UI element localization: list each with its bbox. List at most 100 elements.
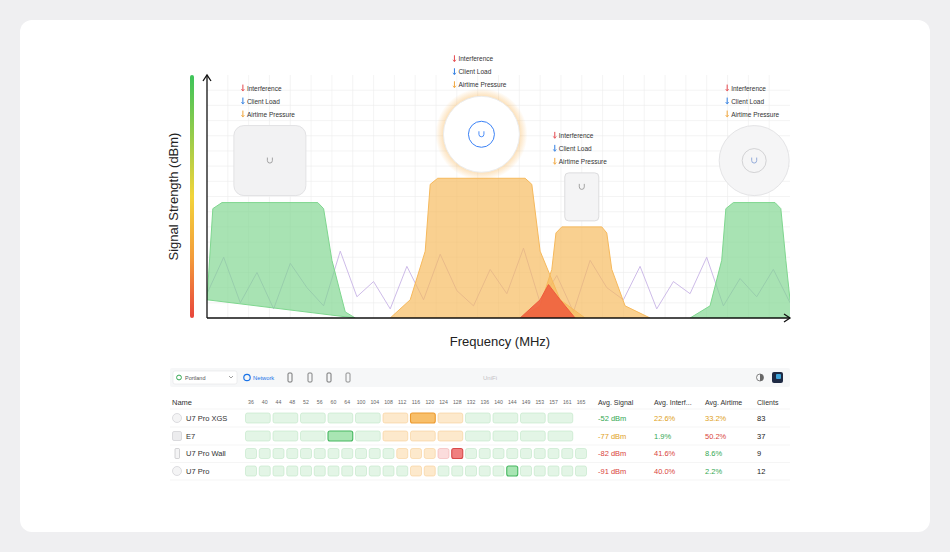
device-body (719, 126, 789, 196)
channel-cell (576, 449, 587, 459)
channel-cell (356, 431, 381, 441)
annotation-arrow-head (726, 115, 729, 117)
annotation-label: Interference (247, 85, 282, 92)
channel-header: 116 (412, 399, 420, 405)
annotation-arrow-head (553, 136, 556, 138)
channel-cell-selected (452, 449, 463, 459)
channel-cell (521, 431, 546, 441)
annotation-label: Interference (559, 132, 594, 139)
channel-cell-selected (411, 413, 436, 423)
device-ring (468, 121, 494, 147)
row-separator (170, 480, 790, 481)
channel-cell (424, 449, 435, 459)
device-name: U7 Pro XGS (186, 414, 227, 423)
toolbar-icon[interactable] (327, 373, 331, 382)
channel-cell (548, 431, 573, 441)
channel-cell (342, 466, 353, 476)
channel-cell (246, 449, 257, 459)
signal-color-bar (190, 75, 194, 318)
channel-cell (301, 466, 312, 476)
avatar-accent (776, 374, 781, 379)
x-axis (207, 317, 790, 318)
channel-cell (369, 466, 380, 476)
annotation-label: Airtime Pressure (458, 81, 506, 88)
device-logo (479, 131, 484, 137)
channel-cell (411, 466, 422, 476)
toolbar-icon[interactable] (288, 373, 292, 382)
device-icon (435, 88, 527, 180)
theme-icon[interactable] (757, 374, 764, 381)
annotation-arrow-head (453, 86, 456, 88)
channel-cell (356, 413, 381, 423)
annotation-arrow-head (553, 162, 556, 164)
device-body (443, 96, 519, 172)
page: Signal Strength (dBm)Frequency (MHz)Inte… (0, 0, 950, 552)
annotation-arrow (242, 111, 243, 117)
y-axis-arrow (203, 75, 211, 81)
channel-cell (493, 466, 504, 476)
channel-header: 165 (577, 399, 586, 405)
channel-table: NameAvg. SignalAvg. Interf...Avg. Airtim… (170, 398, 790, 481)
channel-cell (479, 466, 490, 476)
avatar[interactable] (772, 372, 783, 383)
toolbar-icon[interactable] (308, 373, 312, 382)
channel-cell (438, 431, 463, 441)
channel-cell (521, 466, 532, 476)
row-separator (170, 427, 790, 428)
channel-cell (466, 431, 491, 441)
annotation-arrow-head (453, 73, 456, 75)
cell-value: -52 dBm (598, 414, 626, 423)
device-ring (742, 149, 766, 173)
x-axis-arrow (784, 314, 790, 322)
device-name: E7 (186, 432, 195, 441)
channel-cell (397, 449, 408, 459)
annotation-arrow (727, 111, 728, 117)
annotation-arrow-head (241, 102, 244, 104)
annotation-label: Interference (731, 85, 766, 92)
column-header: Clients (757, 399, 779, 406)
channel-cell (452, 466, 463, 476)
card (20, 20, 930, 532)
device-logo (752, 158, 757, 164)
channel-cell (383, 449, 394, 459)
channel-header: 128 (453, 399, 462, 405)
channel-header: 144 (508, 399, 517, 405)
row-icon (173, 432, 182, 441)
annotation-label: Client Load (731, 98, 764, 105)
column-header: Name (172, 398, 192, 407)
channel-cell (356, 466, 367, 476)
toolbar-icon[interactable] (346, 373, 350, 382)
device-icon (234, 126, 306, 196)
channel-cell (576, 466, 587, 476)
channel-cell (493, 413, 518, 423)
plot-area (207, 178, 790, 318)
network-tab: Network (253, 375, 274, 381)
cell-value: 33.2% (705, 414, 727, 423)
row-icon (173, 414, 182, 423)
x-axis-title: Frequency (MHz) (450, 334, 550, 349)
annotation-arrow (454, 55, 455, 61)
channel-cell (246, 413, 271, 423)
channel-header: 64 (344, 399, 350, 405)
annotation-label: Airtime Pressure (731, 111, 779, 118)
annotation-label: Airtime Pressure (247, 111, 295, 118)
device-body (234, 126, 306, 196)
channel-cell (397, 466, 408, 476)
annotation-label: Airtime Pressure (559, 158, 607, 165)
y-axis (206, 75, 207, 318)
row-icon (173, 467, 182, 476)
row-icon (175, 449, 180, 459)
channel-cell (301, 431, 326, 441)
row-separator (170, 462, 790, 463)
cell-value: -91 dBm (598, 467, 626, 476)
annotation-arrow (727, 85, 728, 91)
channel-header: 136 (480, 399, 489, 405)
cell-value: 50.2% (705, 432, 727, 441)
channel-cell (424, 466, 435, 476)
device-icon (719, 126, 789, 196)
annotation-arrow (554, 158, 555, 164)
channel-cell (301, 449, 312, 459)
annotation-label: Client Load (247, 98, 280, 105)
channel-cell (273, 466, 284, 476)
channel-cell (534, 466, 545, 476)
